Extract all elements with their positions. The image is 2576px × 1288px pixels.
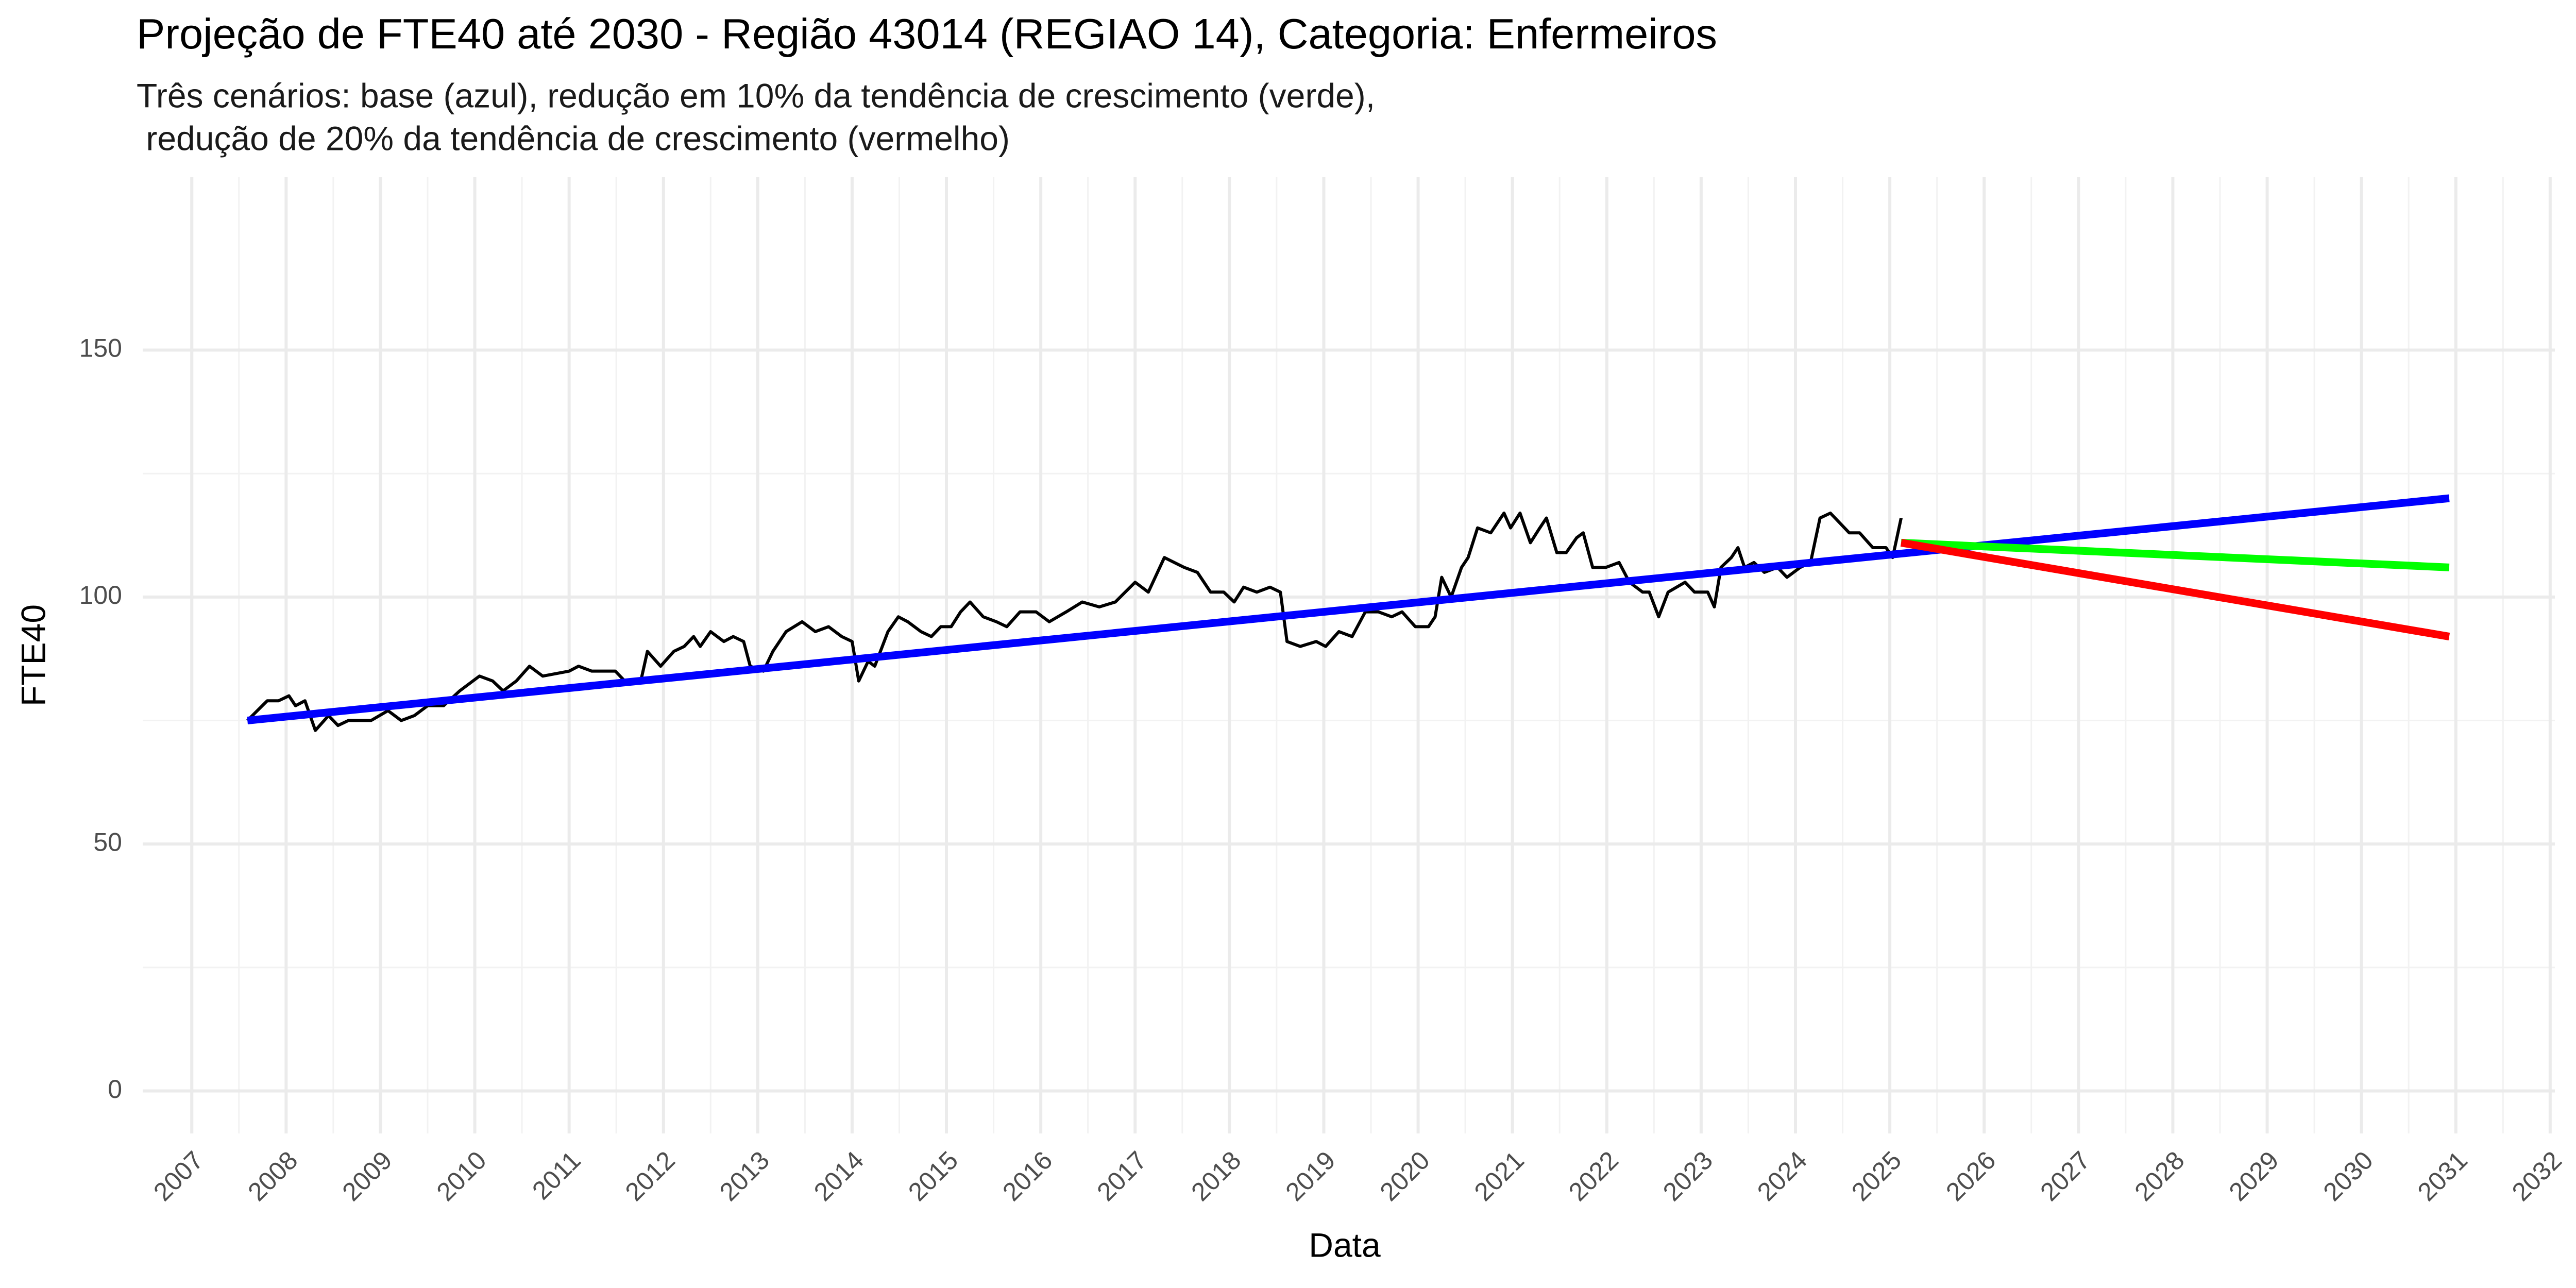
x-tick-label: 2026	[1940, 1146, 2001, 1207]
x-tick-label: 2016	[997, 1146, 1058, 1207]
x-tick-label: 2015	[903, 1146, 963, 1207]
y-tick-label: 0	[108, 1075, 122, 1104]
x-tick-label: 2027	[2035, 1146, 2095, 1207]
series-line	[1900, 539, 2450, 640]
x-tick-label: 2009	[336, 1146, 397, 1207]
series-line	[1901, 538, 2450, 571]
y-tick-label: 100	[79, 581, 122, 609]
chart-subtitle: Três cenários: base (azul), redução em 1…	[137, 76, 1375, 114]
x-tick-label: 2020	[1375, 1146, 1435, 1207]
x-axis-label: Data	[1309, 1226, 1381, 1264]
x-tick-label: 2008	[242, 1146, 303, 1207]
x-tick-label: 2010	[431, 1146, 492, 1207]
chart-subtitle: redução de 20% da tendência de crescimen…	[137, 119, 1010, 157]
x-tick-label: 2025	[1846, 1146, 1907, 1207]
x-tick-label: 2031	[2412, 1146, 2473, 1207]
x-tick-label: 2019	[1280, 1146, 1341, 1207]
x-tick-label: 2017	[1091, 1146, 1152, 1207]
grid	[143, 177, 2555, 1133]
x-tick-label: 2030	[2318, 1146, 2379, 1207]
x-tick-label: 2013	[714, 1146, 775, 1207]
x-tick-label: 2028	[2129, 1146, 2190, 1207]
y-tick-label: 150	[79, 334, 122, 363]
x-tick-label: 2022	[1563, 1146, 1624, 1207]
series-line	[247, 494, 2450, 725]
x-tick-label: 2021	[1469, 1146, 1530, 1207]
plot-area	[246, 494, 2450, 732]
x-tick-label: 2007	[148, 1146, 209, 1207]
y-axis-label: FTE40	[14, 604, 52, 706]
x-tick-label: 2014	[808, 1146, 869, 1207]
x-tick-label: 2029	[2224, 1146, 2284, 1207]
x-tick-label: 2018	[1185, 1146, 1246, 1207]
x-tick-label: 2032	[2506, 1146, 2567, 1207]
y-tick-label: 50	[93, 827, 122, 856]
x-tick-label: 2023	[1657, 1146, 1718, 1207]
series-line	[246, 511, 1903, 732]
x-tick-label: 2012	[620, 1146, 681, 1207]
x-tick-label: 2024	[1752, 1146, 1812, 1207]
chart-title: Projeção de FTE40 até 2030 - Região 4301…	[137, 10, 1717, 58]
x-tick-label: 2011	[527, 1146, 586, 1206]
